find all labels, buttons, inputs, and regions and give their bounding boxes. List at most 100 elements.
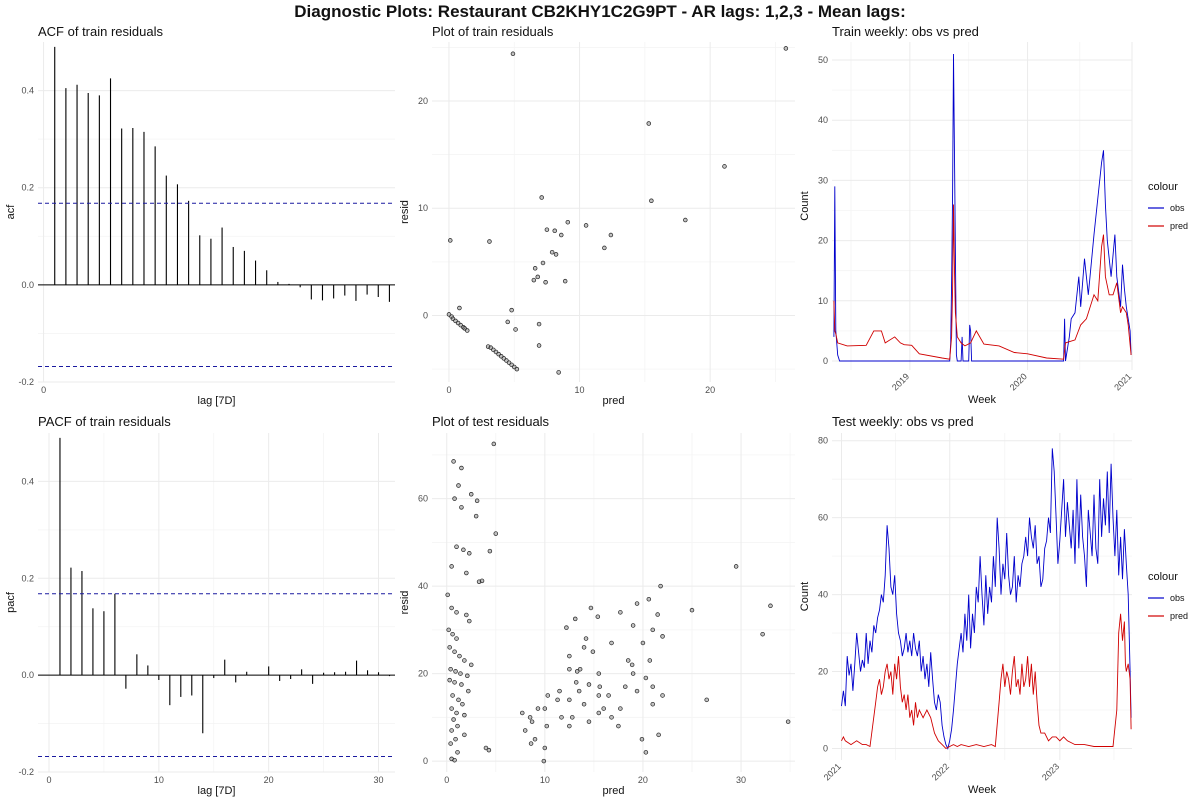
residual-point: [658, 583, 663, 589]
legend-label-pred: pred: [1170, 221, 1188, 231]
residual-point: [454, 544, 459, 549]
residual-point: [467, 551, 472, 556]
x-tick-label: 0: [444, 775, 449, 785]
residual-point: [581, 701, 587, 707]
residual-point: [509, 307, 514, 313]
residual-point: [462, 658, 467, 663]
residual-point: [588, 605, 594, 611]
residual-point: [549, 249, 555, 255]
y-tick-label: 0.2: [21, 183, 34, 193]
figure-title: Diagnostic Plots: Restaurant CB2KHY1C2G9…: [294, 2, 906, 21]
residual-point: [449, 564, 454, 569]
residual-point: [543, 280, 548, 285]
legend: colour obs pred: [1148, 571, 1188, 621]
residual-point: [555, 697, 560, 703]
residual-point: [447, 645, 452, 650]
residual-point: [634, 601, 640, 606]
residual-point: [459, 465, 464, 471]
residual-point: [459, 682, 464, 687]
y-tick-label: 60: [818, 513, 828, 523]
residual-point: [459, 505, 464, 510]
residual-point: [461, 547, 466, 553]
legend-title: colour: [1148, 181, 1178, 193]
residual-point: [567, 653, 572, 659]
residual-point: [455, 750, 460, 755]
residual-point: [451, 459, 456, 464]
residual-point: [456, 697, 461, 703]
y-tick-label: 40: [818, 115, 828, 125]
legend-label-pred: pred: [1170, 611, 1188, 621]
residual-point: [536, 343, 542, 348]
panel-test-weekly: 0 20 40 60 80 2021 2022 2023 Test weekly: obs vs…: [799, 414, 1188, 796]
x-tick-label: 20: [264, 775, 274, 785]
x-tick-label: 10: [540, 775, 550, 785]
y-axis-label: pacf: [5, 591, 17, 613]
residual-point: [689, 607, 695, 613]
residual-point: [583, 223, 589, 228]
residual-point: [643, 750, 649, 755]
y-tick-label: 0.0: [21, 280, 34, 290]
residual-point: [453, 669, 458, 674]
residual-point: [581, 645, 587, 650]
residual-point: [454, 610, 459, 615]
residual-point: [760, 631, 765, 637]
residual-point: [542, 706, 548, 711]
residual-point: [528, 741, 534, 746]
legend-label-obs: obs: [1170, 203, 1185, 213]
y-tick-label: 0: [423, 756, 428, 766]
residual-point: [544, 227, 550, 232]
x-axis-label: Week: [968, 394, 996, 406]
y-tick-label: -0.2: [18, 377, 34, 387]
x-axis-label: pred: [602, 785, 624, 797]
residual-point: [462, 712, 467, 718]
panel-title: Plot of test residuals: [432, 414, 550, 429]
panel-title: Train weekly: obs vs pred: [832, 24, 979, 39]
x-tick-label: 2019: [890, 371, 911, 392]
y-tick-label: 10: [818, 296, 828, 306]
residual-point: [606, 693, 611, 698]
y-tick-label: 80: [818, 436, 828, 446]
residual-point: [559, 715, 564, 720]
residual-point: [616, 723, 621, 729]
legend: colour obs pred: [1148, 181, 1188, 231]
residual-point: [457, 653, 462, 659]
residual-point: [596, 671, 602, 676]
residual-point: [466, 688, 471, 694]
residual-point: [567, 697, 572, 703]
y-tick-label: 0.4: [21, 476, 34, 486]
residual-point: [565, 219, 571, 225]
residual-point: [450, 693, 455, 698]
residual-point: [454, 636, 459, 641]
y-tick-label: 0.2: [21, 573, 34, 583]
residual-point: [514, 366, 520, 372]
residual-point: [601, 706, 606, 711]
y-axis-label: Count: [799, 191, 811, 220]
residual-point: [522, 728, 528, 733]
x-tick-label: 0: [46, 775, 51, 785]
x-tick-label: 30: [736, 775, 746, 785]
y-tick-label: 20: [418, 669, 428, 679]
residual-point: [625, 658, 631, 663]
residual-point: [535, 706, 541, 711]
residual-point: [608, 232, 614, 238]
residual-point: [574, 669, 580, 674]
residual-point: [597, 684, 603, 689]
residual-point: [448, 238, 453, 243]
residual-point: [630, 671, 636, 676]
x-tick-label: 2021: [1112, 371, 1133, 392]
residual-point: [464, 570, 469, 576]
residual-point: [609, 640, 614, 646]
residual-point: [448, 741, 453, 746]
residual-point: [532, 266, 538, 271]
residual-point: [449, 706, 454, 711]
residual-point: [483, 745, 489, 751]
y-tick-label: 40: [818, 590, 828, 600]
y-tick-label: 20: [418, 96, 428, 106]
residual-point: [650, 627, 655, 633]
residual-point: [453, 736, 458, 742]
residual-point: [452, 680, 457, 685]
residual-point: [602, 245, 607, 251]
residual-point: [458, 671, 463, 676]
residual-point: [452, 496, 457, 501]
